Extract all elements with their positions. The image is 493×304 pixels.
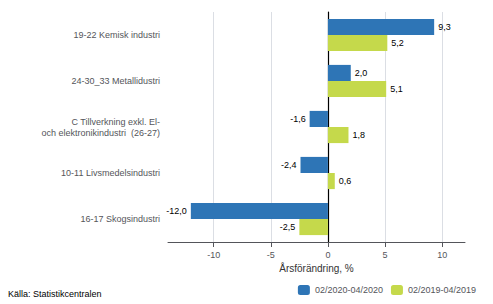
svg-text:2,0: 2,0 bbox=[355, 68, 368, 78]
svg-text:Årsförändring, %: Årsförändring, % bbox=[279, 262, 354, 274]
svg-text:24-30_33 Metallidustri: 24-30_33 Metallidustri bbox=[71, 76, 160, 86]
svg-text:0: 0 bbox=[325, 250, 330, 260]
svg-text:10: 10 bbox=[437, 250, 447, 260]
svg-text:1,8: 1,8 bbox=[352, 130, 365, 140]
svg-text:Källa: Statistikcentralen: Källa: Statistikcentralen bbox=[8, 289, 102, 299]
svg-text:5,1: 5,1 bbox=[390, 84, 403, 94]
svg-text:0,6: 0,6 bbox=[339, 176, 352, 186]
svg-text:9,3: 9,3 bbox=[438, 22, 451, 32]
svg-text:02/2019-04/2019: 02/2019-04/2019 bbox=[408, 285, 476, 295]
svg-text:-5: -5 bbox=[267, 250, 275, 260]
svg-text:5,2: 5,2 bbox=[391, 38, 404, 48]
svg-text:-2,4: -2,4 bbox=[281, 160, 297, 170]
svg-text:-2,5: -2,5 bbox=[280, 222, 296, 232]
svg-text:02/2020-04/2020: 02/2020-04/2020 bbox=[315, 285, 383, 295]
svg-text:C Tillverkning exkl. El-: C Tillverkning exkl. El- bbox=[71, 117, 160, 127]
svg-text:10-11 Livsmedelsindustri: 10-11 Livsmedelsindustri bbox=[61, 168, 160, 178]
svg-text:och elektronikindustri (26-27: och elektronikindustri (26-27) bbox=[41, 128, 160, 138]
svg-text:-10: -10 bbox=[207, 250, 220, 260]
svg-text:19-22 Kemisk industri: 19-22 Kemisk industri bbox=[73, 30, 160, 40]
svg-text:-12,0: -12,0 bbox=[166, 206, 187, 216]
svg-text:16-17 Skogsindustri: 16-17 Skogsindustri bbox=[80, 214, 160, 224]
svg-text:-1,6: -1,6 bbox=[290, 114, 306, 124]
svg-text:5: 5 bbox=[383, 250, 388, 260]
